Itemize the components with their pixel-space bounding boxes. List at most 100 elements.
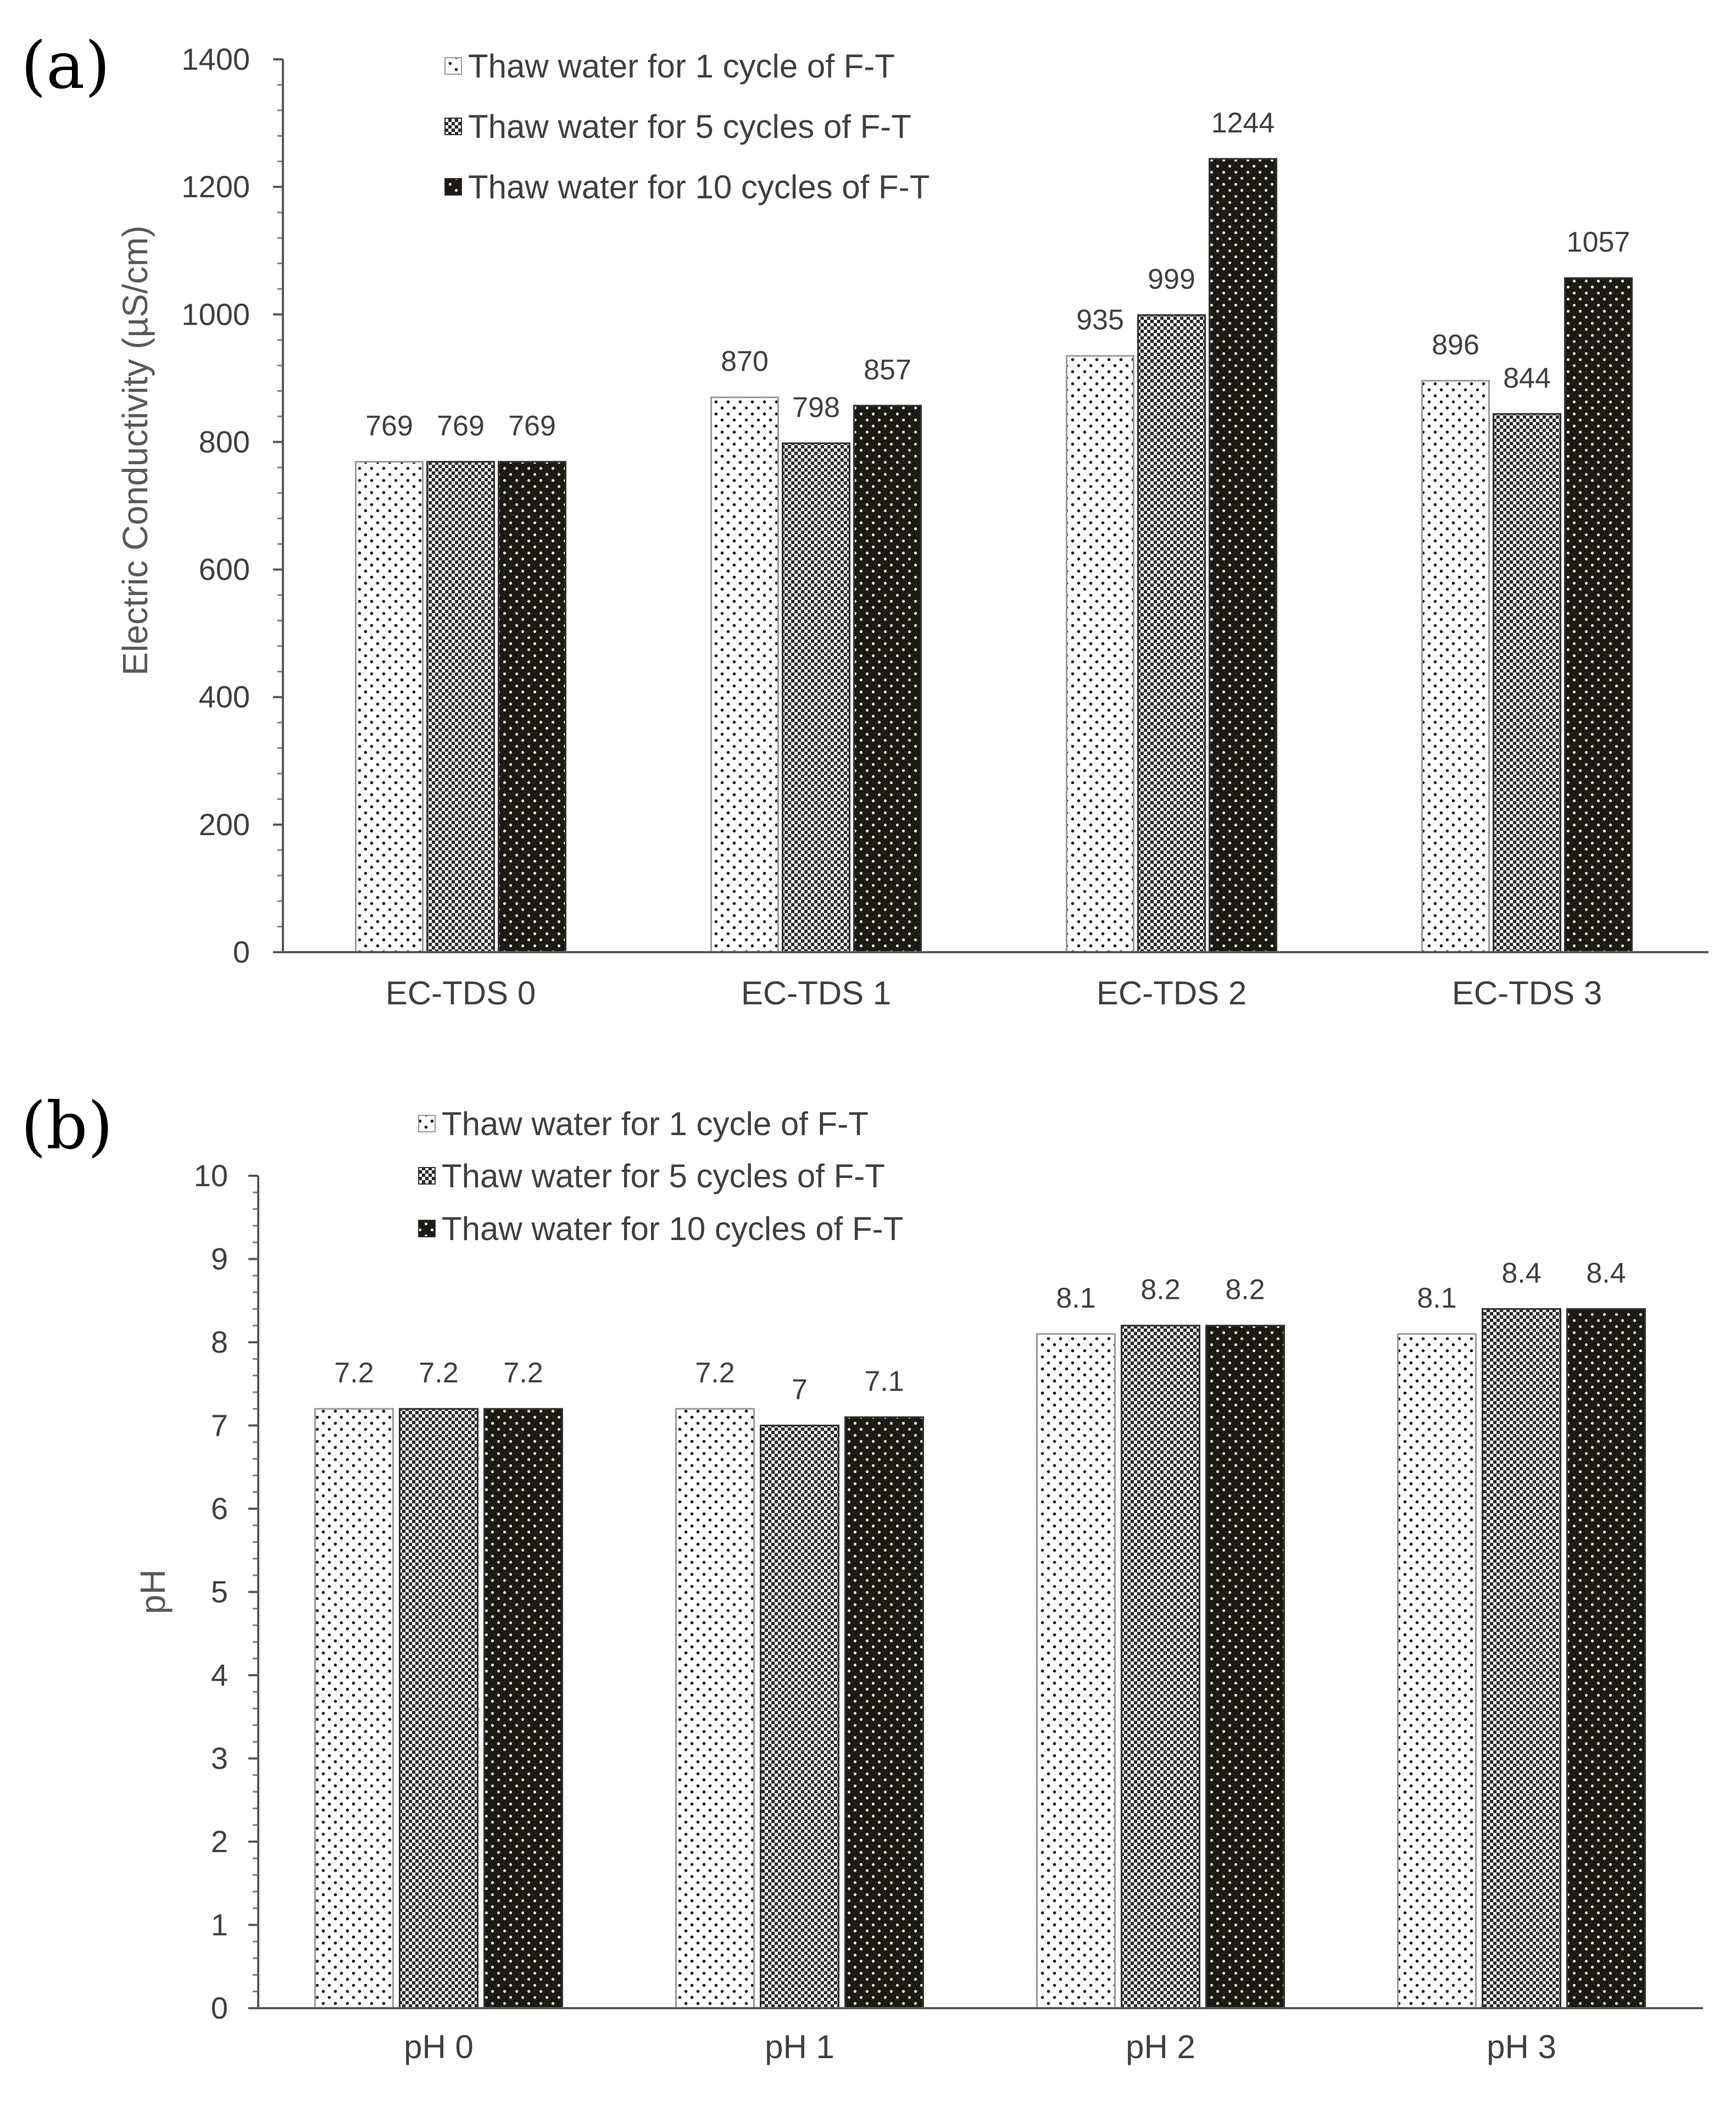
legend-b: Thaw water for 1 cycle of F-T Thaw water … (418, 1105, 903, 1247)
y-axis-title-b: pH (133, 1569, 173, 1614)
legend-swatch (444, 57, 462, 75)
y-tick-label: 1000 (181, 297, 250, 331)
category-label: EC-TDS 0 (386, 975, 536, 1011)
bar (853, 404, 922, 953)
legend-swatch (418, 1167, 436, 1185)
bar (1205, 1325, 1285, 2009)
data-label: 769 (437, 410, 485, 442)
legend-entry: Thaw water for 5 cycles of F-T (468, 108, 911, 145)
data-label: 7.2 (334, 1357, 374, 1389)
y-tick-label: 2 (211, 1824, 228, 1859)
category-label: pH 2 (1126, 2028, 1195, 2065)
data-label: 896 (1432, 329, 1479, 361)
bar (483, 1408, 563, 2009)
data-label: 8.1 (1417, 1282, 1456, 1314)
bar (1066, 355, 1134, 953)
category-label: pH 3 (1487, 2028, 1556, 2065)
y-ticks-b: 0 1 2 3 4 5 6 7 8 9 10 (194, 1158, 258, 2025)
legend-swatch (418, 1115, 436, 1132)
y-tick-label: 1200 (181, 169, 250, 204)
category-label: EC-TDS 3 (1452, 975, 1602, 1011)
data-label: 8.4 (1501, 1257, 1541, 1289)
panel-letter-a: (a) (21, 27, 110, 103)
data-label: 7.2 (503, 1357, 543, 1389)
bar (782, 442, 850, 953)
bar (1121, 1325, 1200, 2009)
bar (355, 460, 424, 953)
data-label: 999 (1148, 263, 1195, 295)
bar (675, 1408, 755, 2009)
bar (1036, 1333, 1116, 2009)
y-tick-label: 600 (199, 552, 250, 587)
bar (1421, 380, 1490, 953)
y-tick-label: 9 (211, 1242, 228, 1276)
data-label: 8.2 (1140, 1274, 1180, 1306)
y-tick-label: 800 (199, 424, 250, 459)
bar (1493, 413, 1561, 953)
bar (844, 1416, 924, 2009)
axes-a (282, 59, 1709, 953)
data-label: 935 (1076, 304, 1124, 336)
legend-a: Thaw water for 1 cycle of F-T Thaw water … (444, 48, 930, 205)
data-label: 1057 (1567, 226, 1631, 258)
panel-letter-b: (b) (21, 1088, 113, 1164)
data-label: 844 (1503, 362, 1551, 394)
data-label: 7.2 (419, 1357, 458, 1389)
legend-entry: Thaw water for 10 cycles of F-T (468, 169, 930, 205)
bar (314, 1408, 394, 2009)
legend-entry: Thaw water for 1 cycle of F-T (442, 1105, 869, 1142)
axes-b (257, 1176, 1703, 2009)
data-label: 7.2 (695, 1357, 735, 1389)
legend-entry: Thaw water for 10 cycles of F-T (442, 1210, 903, 1247)
bar (1137, 314, 1206, 953)
bar (399, 1408, 478, 2009)
category-label: EC-TDS 2 (1097, 975, 1247, 1011)
data-label: 8.1 (1056, 1282, 1095, 1314)
data-label: 1244 (1211, 107, 1275, 139)
data-label: 798 (792, 392, 840, 424)
y-tick-label: 4 (211, 1658, 228, 1692)
legend-swatch (444, 118, 462, 135)
bar (498, 460, 566, 953)
data-label: 870 (721, 346, 769, 377)
y-tick-label: 0 (233, 935, 250, 969)
y-tick-label: 7 (211, 1408, 228, 1443)
data-label: 7.1 (864, 1365, 904, 1397)
legend-swatch (444, 178, 462, 196)
category-labels-b: pH 0 pH 1 pH 2 pH 3 (404, 2028, 1556, 2065)
data-label: 857 (864, 354, 911, 386)
bars-b: 7.2 7.2 7.2 7.2 7 7.1 8.1 8.2 8.2 8.1 8.4 8.4 (314, 1257, 1646, 2009)
bar (1209, 158, 1277, 953)
category-label: pH 0 (404, 2028, 474, 2065)
data-label: 7 (792, 1374, 808, 1406)
bar (426, 460, 495, 953)
legend-swatch (418, 1220, 436, 1237)
bar (1397, 1333, 1477, 2009)
bar (1566, 1308, 1646, 2009)
data-label: 769 (508, 410, 556, 442)
bars-a: 769 769 769 870 798 857 935 999 1244 896 844 1057 (355, 107, 1633, 953)
category-labels-a: EC-TDS 0 EC-TDS 1 EC-TDS 2 EC-TDS 3 (386, 975, 1602, 1011)
y-ticks-a: 0 200 400 600 800 1000 1200 1400 (181, 42, 283, 969)
bar (710, 396, 779, 953)
data-label: 769 (365, 410, 413, 442)
bar (1564, 277, 1633, 953)
data-label: 8.4 (1586, 1257, 1626, 1289)
y-tick-label: 6 (211, 1491, 228, 1526)
y-tick-label: 400 (199, 680, 250, 714)
y-tick-label: 5 (211, 1575, 228, 1609)
y-tick-label: 8 (211, 1325, 228, 1359)
y-tick-label: 200 (199, 807, 250, 842)
chart-a: (a) Electric Conductivity (µS/cm) 0 200 40… (21, 27, 1709, 1011)
y-tick-label: 1 (211, 1908, 228, 1942)
y-tick-label: 10 (194, 1158, 228, 1193)
y-tick-label: 1400 (181, 42, 250, 76)
chart-b: (b) pH 0 1 2 3 4 5 6 7 8 9 10 7.2 7.2 7.2 7.2 7 7.1 8.1 8… (21, 1088, 1703, 2065)
y-tick-label: 0 (211, 1991, 228, 2025)
bar (1482, 1308, 1561, 2009)
y-tick-label: 3 (211, 1741, 228, 1776)
y-axis-title-a: Electric Conductivity (µS/cm) (115, 225, 155, 675)
legend-entry: Thaw water for 5 cycles of F-T (442, 1158, 885, 1194)
data-label: 8.2 (1225, 1274, 1265, 1306)
